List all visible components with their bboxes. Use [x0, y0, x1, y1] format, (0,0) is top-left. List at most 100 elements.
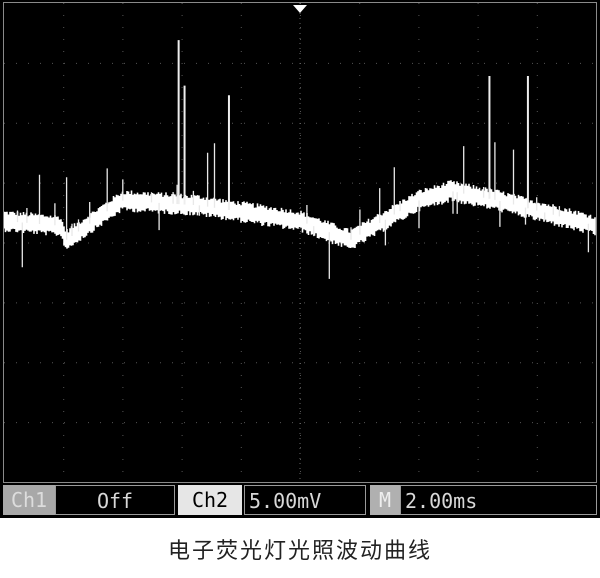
grid-dot	[240, 75, 242, 76]
grid-dot	[122, 411, 124, 412]
grid-dot	[100, 242, 101, 244]
grid-dot	[148, 122, 149, 124]
grid-dot	[536, 447, 538, 448]
grid-dot	[181, 63, 183, 64]
grid-dot	[240, 255, 242, 256]
grid-dot	[88, 422, 89, 424]
grid-dot	[181, 255, 183, 256]
grid-dot	[496, 62, 497, 64]
grid-dot	[477, 243, 479, 244]
grid-dot	[63, 327, 65, 328]
grid-dot	[88, 182, 89, 184]
grid-dot	[220, 242, 221, 244]
grid-dot	[136, 122, 137, 124]
grid-dot	[280, 122, 281, 124]
grid-dot	[122, 219, 124, 220]
grid-dot	[418, 447, 420, 448]
grid-dot	[240, 363, 242, 364]
grid-dot	[136, 422, 137, 424]
grid-dot	[63, 195, 65, 196]
grid-dot	[536, 339, 538, 340]
grid-dot	[268, 362, 269, 364]
grid-dot	[63, 171, 65, 172]
grid-dot	[196, 122, 197, 124]
grid-dot	[477, 63, 479, 64]
grid-dot	[160, 302, 161, 304]
grid-dot	[536, 387, 538, 388]
grid-dot	[477, 435, 479, 436]
grid-dot	[112, 422, 113, 424]
grid-dot	[240, 243, 242, 244]
grid-dot	[359, 159, 361, 160]
grid-dot	[122, 291, 124, 292]
grid-dot	[63, 471, 65, 472]
grid-dot	[536, 435, 538, 436]
grid-dot	[472, 62, 473, 64]
grid-dot	[240, 27, 242, 28]
grid-dot	[4, 302, 5, 304]
grid-dot	[208, 302, 209, 304]
grid-dot	[477, 231, 479, 232]
grid-dot	[63, 123, 65, 124]
grid-dot	[256, 422, 257, 424]
grid-dot	[181, 231, 183, 232]
grid-dot	[240, 231, 242, 232]
grid-dot	[400, 182, 401, 184]
grid-dot	[181, 411, 183, 412]
grid-dot	[508, 302, 509, 304]
grid-dot	[477, 399, 479, 400]
grid-dot	[328, 62, 329, 64]
grid-dot	[63, 207, 65, 208]
grid-dot	[412, 122, 413, 124]
grid-dot	[244, 422, 245, 424]
grid-dot	[52, 182, 53, 184]
grid-dot	[536, 231, 538, 232]
grid-dot	[220, 422, 221, 424]
grid-dot	[424, 302, 425, 304]
grid-dot	[536, 39, 538, 40]
grid-dot	[418, 255, 420, 256]
grid-dot	[300, 207, 301, 208]
grid-dot	[244, 182, 245, 184]
ch2-label: Ch2	[178, 485, 242, 515]
grid-dot	[28, 182, 29, 184]
grid-dot	[40, 62, 41, 64]
grid-dot	[400, 122, 401, 124]
grid-dot	[352, 62, 353, 64]
grid-dot	[536, 411, 538, 412]
grid-dot	[220, 122, 221, 124]
grid-dot	[352, 182, 353, 184]
grid-dot	[122, 267, 124, 268]
grid-dot	[340, 182, 341, 184]
grid-dot	[63, 15, 65, 16]
grid-dot	[292, 122, 293, 124]
grid-dot	[472, 362, 473, 364]
grid-dot	[400, 302, 401, 304]
grid-dot	[424, 362, 425, 364]
grid-dot	[536, 159, 538, 160]
grid-dot	[418, 459, 420, 460]
grid-dot	[520, 62, 521, 64]
grid-dot	[352, 422, 353, 424]
grid-dot	[112, 122, 113, 124]
grid-dot	[64, 182, 65, 184]
grid-dot	[448, 422, 449, 424]
grid-dot	[477, 99, 479, 100]
grid-dot	[300, 231, 301, 232]
grid-dot	[580, 122, 581, 124]
grid-dot	[122, 135, 124, 136]
grid-dot	[376, 182, 377, 184]
grid-dot	[568, 362, 569, 364]
grid-dot	[418, 39, 420, 40]
grid-dot	[477, 351, 479, 352]
grid-dot	[496, 242, 497, 244]
grid-dot	[477, 171, 479, 172]
grid-dot	[544, 242, 545, 244]
grid-dot	[418, 291, 420, 292]
timebase-label: M	[370, 485, 400, 515]
grid-dot	[436, 182, 437, 184]
grid-dot	[556, 62, 557, 64]
grid-dot	[63, 291, 65, 292]
grid-dot	[418, 363, 420, 364]
grid-dot	[268, 242, 269, 244]
